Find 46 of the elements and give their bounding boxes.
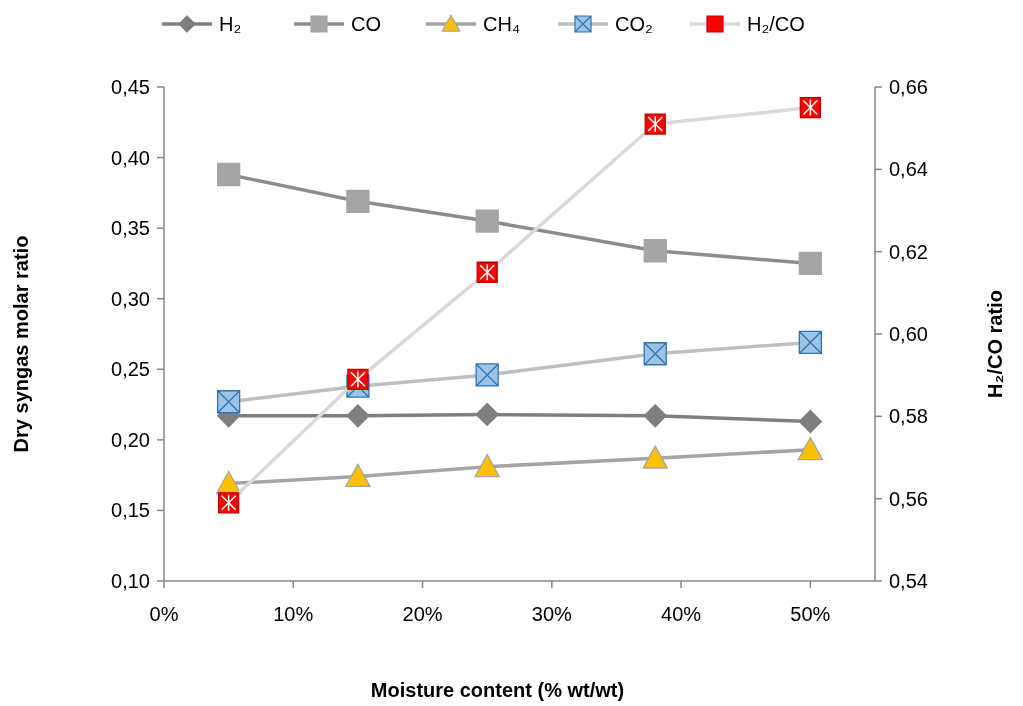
y2-tick-label: 0,60 [889, 323, 928, 345]
y2-tick-label: 0,64 [889, 158, 928, 181]
point [475, 209, 499, 233]
legend-label: CO [351, 13, 381, 35]
point [798, 409, 823, 434]
point [798, 251, 823, 276]
y2-tick-label: 0,56 [889, 487, 928, 510]
y2-axis-title: H₂/CO ratio [984, 290, 1006, 398]
legend-label: CH₄ [483, 13, 521, 35]
y-tick-label: 0,30 [111, 287, 150, 310]
point [475, 402, 499, 427]
point [216, 390, 241, 414]
y-tick-label: 0,15 [111, 499, 150, 522]
x-tick-label: 30% [531, 603, 573, 625]
x-tick-label: 10% [273, 603, 314, 625]
point [345, 463, 371, 488]
point [216, 162, 241, 187]
point [474, 453, 500, 478]
point [798, 330, 823, 355]
legend-label: H₂ [219, 13, 242, 35]
y2-tick-label: 0,66 [889, 76, 928, 98]
x-tick-label: 50% [790, 603, 831, 625]
x-tick-label: 20% [402, 603, 443, 625]
y-tick-label: 0,25 [111, 358, 150, 381]
y-tick-label: 0,20 [111, 428, 150, 451]
legend-label: CO₂ [615, 13, 653, 35]
point [346, 404, 370, 428]
point [475, 363, 499, 387]
y-axis-title: Dry syngas molar ratio [10, 235, 32, 453]
legend-label: H₂/CO [747, 13, 805, 35]
y-tick-label: 0,10 [111, 570, 150, 592]
x-tick-label: 40% [661, 603, 702, 625]
point [642, 445, 668, 469]
y2-tick-label: 0,58 [889, 405, 928, 428]
point [643, 239, 667, 263]
y2-tick-label: 0,54 [889, 570, 928, 592]
y2-tick-label: 0,62 [889, 240, 928, 263]
point [797, 436, 824, 461]
point [643, 342, 667, 366]
x-axis-title: Moisture content (% wt/wt) [370, 679, 625, 701]
point [643, 404, 667, 428]
x-tick-label: 0% [149, 603, 179, 625]
y-tick-label: 0,45 [111, 76, 150, 98]
y-tick-label: 0,40 [111, 146, 150, 169]
point [346, 189, 370, 213]
y-tick-label: 0,35 [111, 217, 150, 240]
